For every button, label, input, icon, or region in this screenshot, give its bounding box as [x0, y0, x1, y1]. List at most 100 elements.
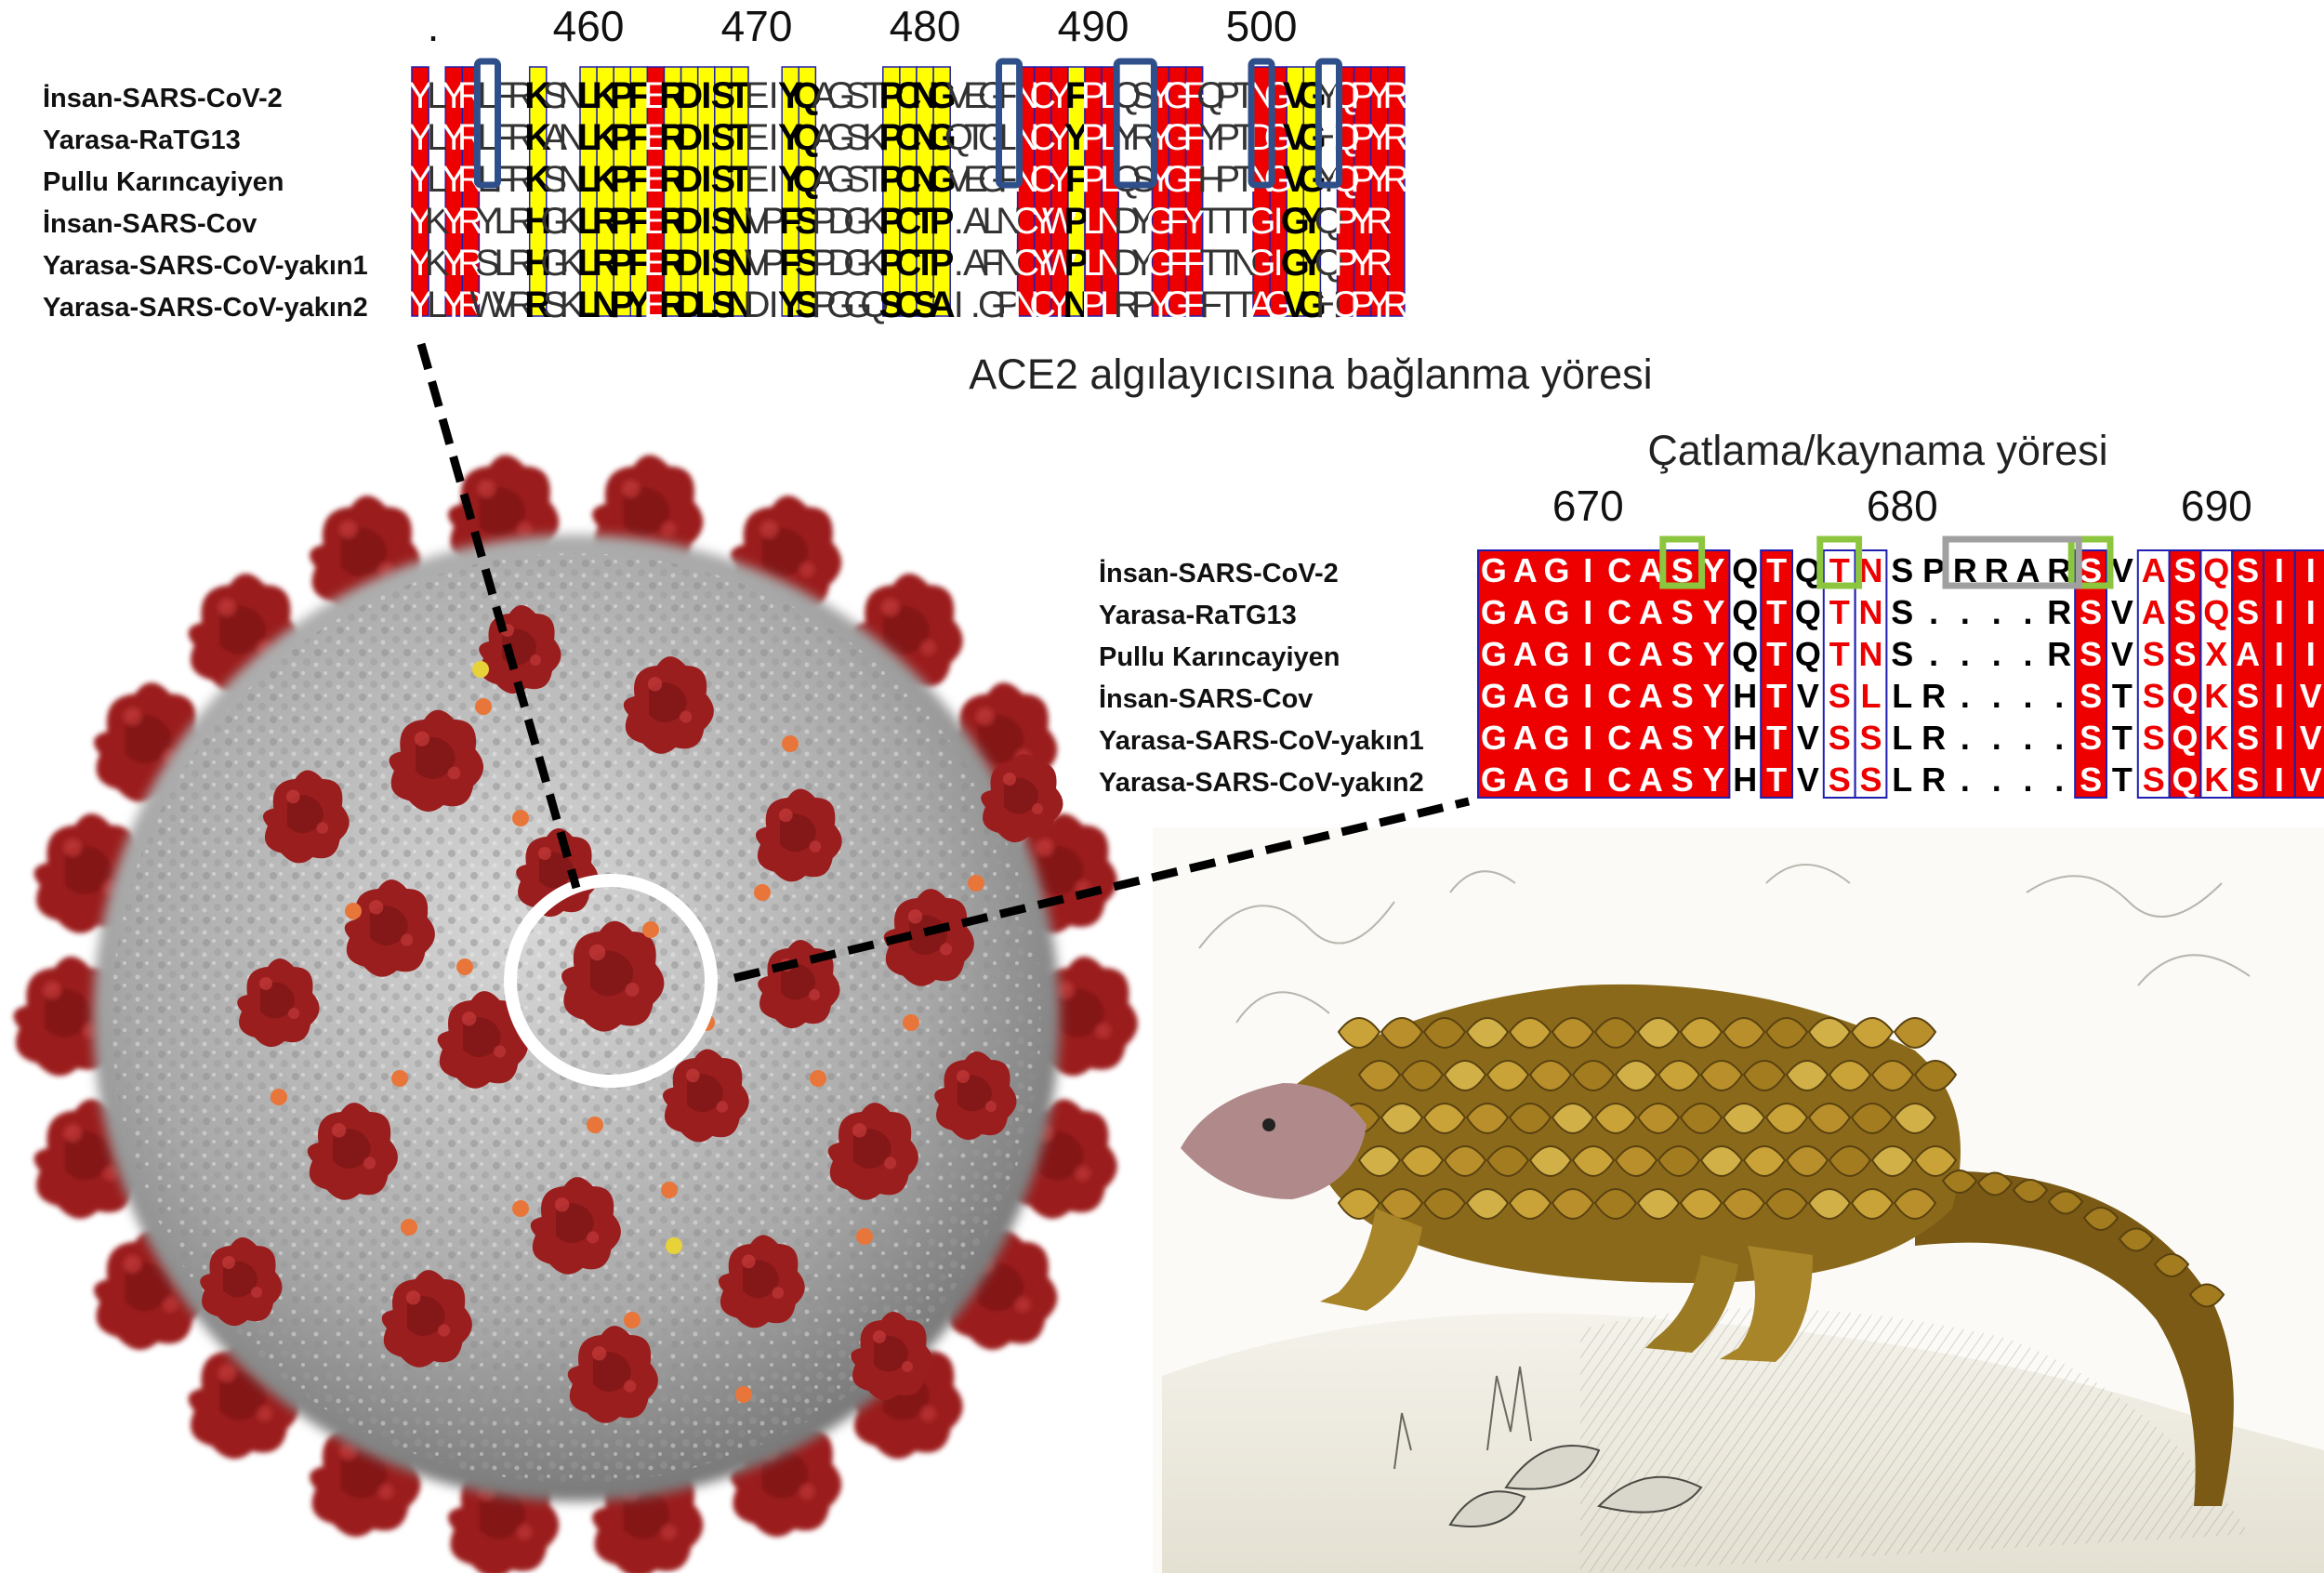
- top-residue: F: [1182, 243, 1205, 284]
- bottom-residue: .: [1992, 593, 2001, 631]
- pangolin-scale: [1551, 1188, 1595, 1220]
- top-residue: Y: [1048, 159, 1073, 200]
- spike-protein: [883, 889, 974, 986]
- pangolin-scale: [1400, 1060, 1445, 1091]
- envelope-protein-dot: [345, 903, 362, 919]
- pangolin-scale: [1593, 1103, 1638, 1134]
- bottom-residue: V: [1797, 677, 1819, 715]
- pangolin-scale: [1380, 1017, 1424, 1049]
- top-residue: C: [895, 159, 922, 200]
- top-residue: C: [1029, 159, 1056, 200]
- top-residue: A: [812, 159, 837, 200]
- key-contact-box: [473, 58, 502, 189]
- top-residue: R: [1382, 159, 1409, 200]
- bottom-residue: H: [1733, 760, 1757, 799]
- envelope-protein-dot: [271, 1089, 287, 1105]
- pangolin-scale: [1571, 1060, 1616, 1091]
- top-residue: S: [845, 159, 870, 200]
- top-residue: L: [427, 75, 447, 116]
- pangolin-scale: [1913, 1060, 1958, 1091]
- top-residue: C: [1029, 117, 1056, 158]
- top-residue: E: [643, 243, 668, 284]
- top-residue: L: [427, 284, 447, 325]
- top-residue: I: [1274, 201, 1284, 242]
- top-residue: R: [592, 243, 619, 284]
- spike-protein: [530, 1177, 621, 1275]
- bottom-residue: .: [1961, 760, 1970, 799]
- top-residue: F: [1166, 201, 1188, 242]
- pangolin-scale: [1337, 1017, 1381, 1049]
- bottom-residue: S: [1891, 593, 1913, 631]
- top-residue: G: [928, 117, 957, 158]
- top-residue: E: [963, 75, 988, 116]
- top-residue: Q: [1314, 243, 1343, 284]
- top-residue: F: [627, 75, 650, 116]
- bottom-residue: C: [1607, 677, 1631, 715]
- pangolin-scale: [2012, 1179, 2049, 1203]
- top-residue: Y: [1300, 243, 1325, 284]
- top-similar-column: [932, 66, 951, 317]
- pangolin-engraving-icon: [1153, 827, 2324, 1573]
- top-residue: H: [1315, 284, 1342, 325]
- bottom-residue: H: [1733, 719, 1757, 757]
- top-residue: L: [577, 117, 600, 158]
- top-residue: C: [895, 243, 922, 284]
- bottom-residue: A: [1513, 677, 1538, 715]
- pangolin-scale: [1722, 1188, 1766, 1220]
- bottom-residue: T: [2112, 677, 2133, 715]
- bottom-residue: T: [1766, 635, 1787, 673]
- top-residue: I: [701, 117, 711, 158]
- top-residue: R: [659, 159, 686, 200]
- bottom-residue: S: [1671, 677, 1694, 715]
- bottom-residue: V: [2300, 677, 2322, 715]
- bottom-residue: T: [1766, 551, 1787, 589]
- bottom-residue: S: [1829, 760, 1851, 799]
- top-residue: T: [1200, 243, 1222, 284]
- pangolin-scale: [1976, 1171, 2014, 1196]
- top-seq-name: İnsan-SARS-CoV-2: [43, 84, 283, 113]
- top-residue: I: [1274, 243, 1284, 284]
- top-residue: P: [610, 75, 635, 116]
- top-residue: F: [1166, 243, 1188, 284]
- top-residue: E: [745, 159, 770, 200]
- pangolin-scale: [2118, 1227, 2155, 1252]
- top-residue: T: [1217, 243, 1239, 284]
- bottom-residue: Q: [2172, 760, 2198, 799]
- bottom-residue: S: [1671, 760, 1694, 799]
- top-residue: Y: [1048, 75, 1073, 116]
- top-residue: W: [1042, 243, 1077, 284]
- bottom-conserved-column: [2293, 549, 2324, 799]
- bottom-residue: G: [1481, 551, 1507, 589]
- bottom-residue: G: [1543, 760, 1569, 799]
- bottom-residue: S: [2237, 593, 2259, 631]
- bottom-residue: V: [2300, 760, 2322, 799]
- pangolin-scale: [2188, 1283, 2225, 1308]
- spike-protein: [262, 770, 350, 864]
- pangolin-scale: [1593, 1017, 1638, 1049]
- bottom-residue: .: [1961, 719, 1970, 757]
- top-residue: Y: [442, 284, 467, 325]
- bottom-residue: S: [2143, 760, 2165, 799]
- top-residue: A: [963, 243, 988, 284]
- top-residue: Y: [1367, 284, 1392, 325]
- bottom-residue: A: [1639, 760, 1663, 799]
- bottom-residue: C: [1607, 593, 1631, 631]
- envelope-protein-dot: [642, 921, 659, 938]
- bottom-position-label: 680: [1867, 482, 1938, 530]
- top-residue: Y: [1350, 201, 1375, 242]
- top-residue: C: [1029, 75, 1056, 116]
- top-residue: S: [711, 159, 736, 200]
- bottom-residue: V: [1797, 760, 1819, 799]
- bottom-residue: S: [2143, 719, 2165, 757]
- pangolin-scale: [1614, 1145, 1658, 1177]
- pangolin-scale: [1764, 1103, 1809, 1134]
- top-residue: Y: [442, 75, 467, 116]
- bottom-residue: I: [2306, 635, 2316, 673]
- top-residue: Y: [778, 75, 803, 116]
- pangolin-scale: [1807, 1188, 1852, 1220]
- pangolin-scale: [1380, 1103, 1424, 1134]
- bottom-seq-name: İnsan-SARS-Cov: [1099, 684, 1313, 714]
- spike-protein: [307, 1103, 398, 1200]
- top-residue: L: [577, 159, 600, 200]
- bottom-residue: C: [1607, 760, 1631, 799]
